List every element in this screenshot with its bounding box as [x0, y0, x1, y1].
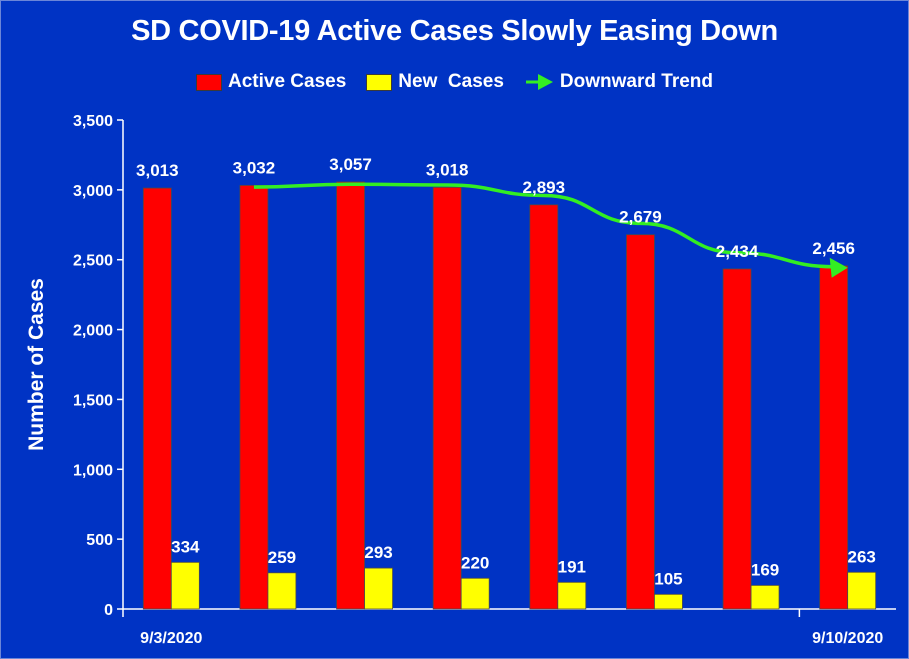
data-label-new-cases: 263: [848, 547, 876, 566]
y-tick-label: 1,000: [73, 462, 113, 479]
data-label-active-cases: 3,013: [136, 161, 179, 180]
data-label-new-cases: 334: [171, 537, 200, 556]
legend-item-active-cases: Active Cases: [196, 71, 346, 93]
bar-active-cases: [142, 187, 172, 610]
bar-new-cases: [364, 567, 393, 610]
bar-active-cases: [722, 268, 752, 610]
bar-new-cases: [170, 561, 200, 610]
data-label-active-cases: 2,679: [619, 208, 662, 227]
chart-title: SD COVID-19 Active Cases Slowly Easing D…: [131, 15, 778, 47]
y-axis-label: Number of Cases: [25, 278, 48, 451]
x-tick-label: 9/10/2020: [812, 630, 883, 647]
bar-new-cases: [460, 577, 490, 610]
bar-new-cases: [267, 572, 297, 610]
data-label-new-cases: 259: [268, 548, 296, 567]
data-label-new-cases: 220: [461, 553, 489, 572]
y-tick-label: 3,500: [73, 113, 113, 130]
bar-active-cases: [819, 265, 849, 610]
data-label-active-cases: 2,456: [812, 239, 855, 258]
y-tick-label: 1,500: [73, 392, 113, 409]
legend-label-downward-trend: Downward Trend: [559, 71, 713, 92]
data-label-new-cases: 293: [364, 543, 392, 562]
legend-item-new-cases: New Cases: [366, 71, 504, 93]
legend-swatch-active-cases: [196, 73, 222, 91]
bar-active-cases: [336, 181, 365, 610]
data-label-active-cases: 3,032: [233, 158, 276, 177]
legend-label-new-cases: New Cases: [398, 71, 504, 92]
trend-line: [253, 182, 834, 269]
data-label-new-cases: 191: [558, 557, 586, 576]
x-tick-label: 9/3/2020: [140, 630, 202, 647]
legend-item-downward-trend: Downward Trend: [524, 71, 713, 93]
y-tick-label: 2,000: [73, 323, 113, 340]
data-label-active-cases: 2,893: [523, 178, 566, 197]
data-label-active-cases: 3,018: [426, 160, 469, 179]
data-label-new-cases: 105: [654, 569, 682, 588]
bar-new-cases: [654, 593, 683, 610]
bar-new-cases: [847, 571, 877, 610]
chart-legend: Active Cases New Cases Downward Trend: [1, 69, 908, 95]
legend-swatch-new-cases: [366, 73, 393, 91]
legend-arrow-icon: [525, 74, 553, 90]
y-tick-label: 3,000: [73, 183, 113, 200]
y-tick-label: 0: [104, 602, 113, 619]
data-label-new-cases: 169: [751, 560, 779, 579]
bar-new-cases: [557, 581, 587, 610]
bar-active-cases: [432, 186, 462, 610]
data-label-active-cases: 2,434: [716, 242, 759, 261]
bar-active-cases: [239, 184, 269, 610]
y-tick-label: 500: [86, 532, 113, 549]
bar-active-cases: [626, 234, 655, 610]
data-label-active-cases: 3,057: [329, 155, 372, 174]
y-tick-label: 2,500: [73, 253, 113, 270]
trend-arrowhead: [829, 257, 848, 278]
bar-new-cases: [750, 584, 780, 610]
bar-active-cases: [529, 204, 559, 610]
legend-label-active-cases: Active Cases: [228, 71, 347, 92]
